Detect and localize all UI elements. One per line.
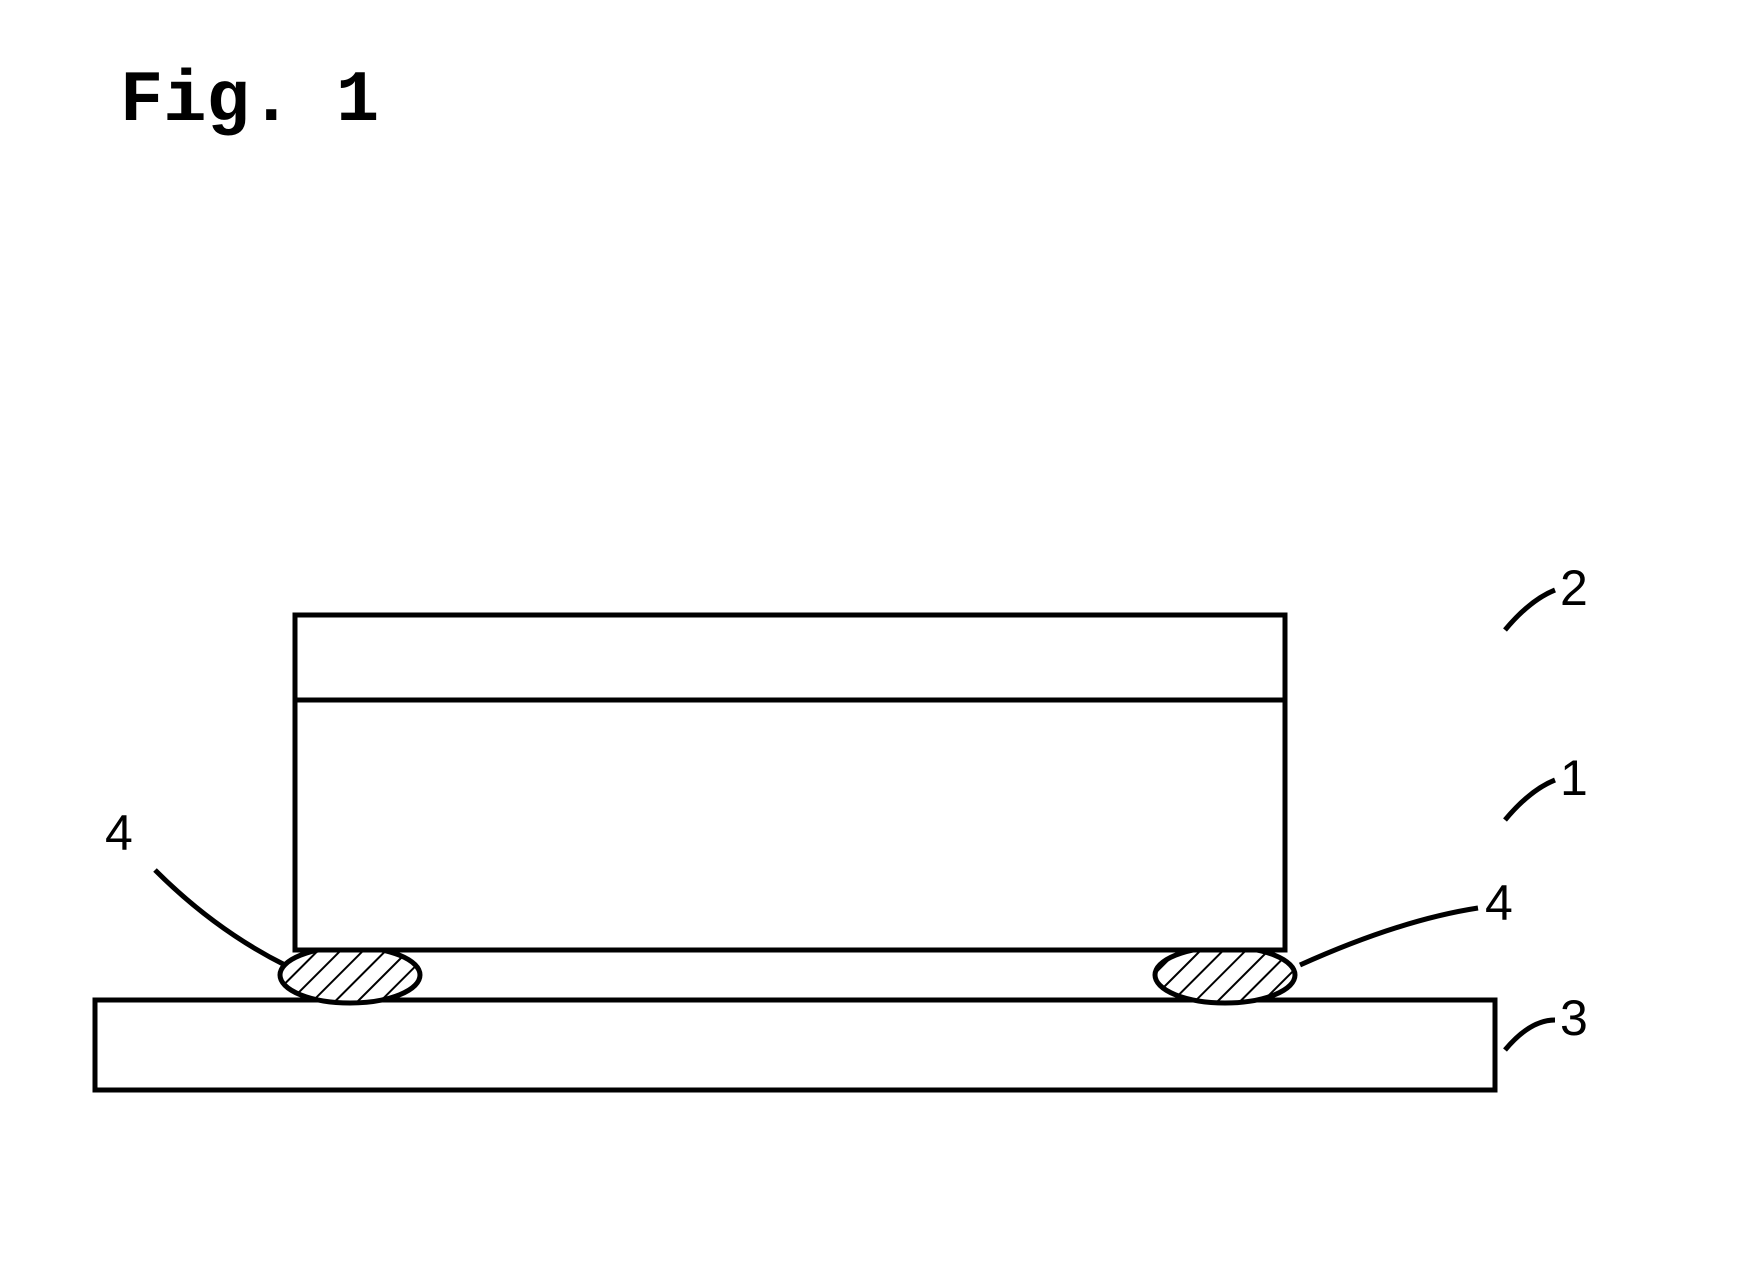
- label-3: 3: [1560, 990, 1588, 1046]
- leader-4-left: [155, 870, 285, 965]
- label-4-left: 4: [105, 805, 133, 861]
- top-layer-rect: [295, 615, 1285, 700]
- label-4-right: 4: [1485, 875, 1513, 931]
- label-2: 2: [1560, 560, 1588, 616]
- leader-4-right: [1300, 908, 1478, 965]
- leader-1: [1505, 780, 1555, 820]
- label-1: 1: [1560, 750, 1588, 806]
- diagram-svg: 2 1 4 4 3: [0, 0, 1742, 1278]
- leader-3: [1505, 1020, 1555, 1050]
- leader-2: [1505, 590, 1555, 630]
- substrate-rect: [95, 1000, 1495, 1090]
- middle-layer-rect: [295, 700, 1285, 950]
